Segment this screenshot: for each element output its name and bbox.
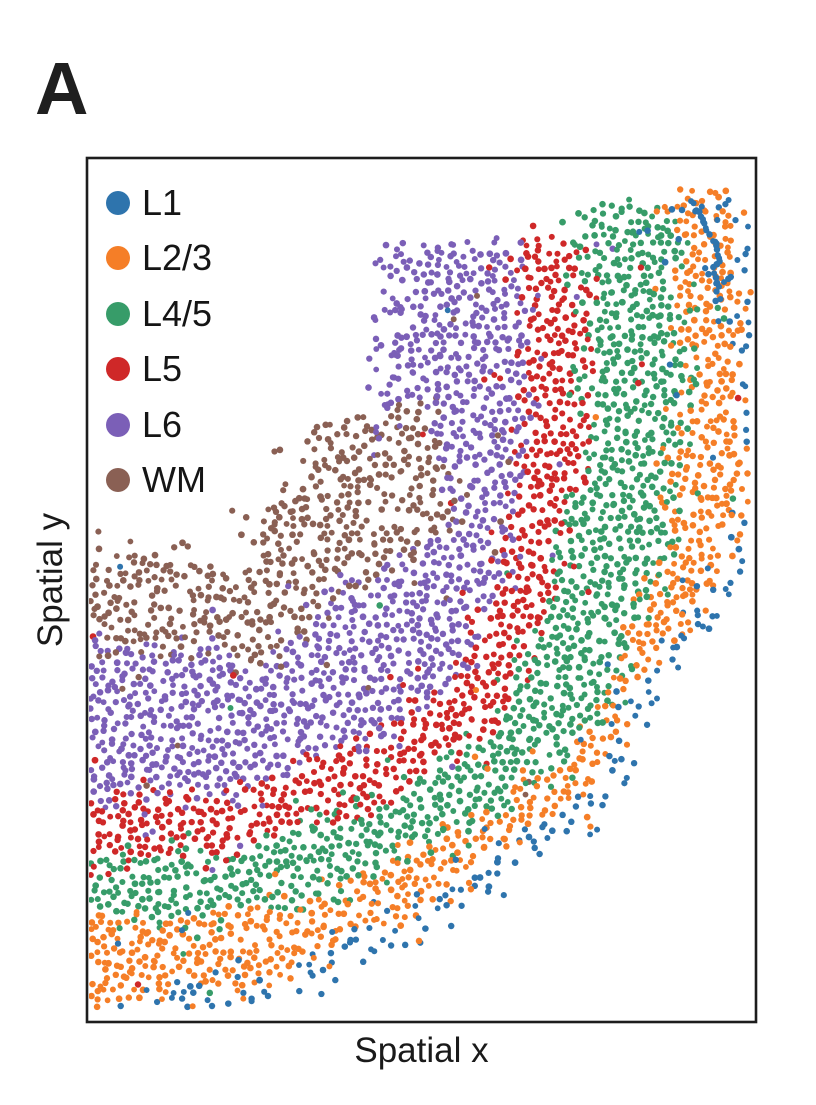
legend-swatch-icon [106,412,130,437]
legend-item-l23: L2/3 [106,238,212,278]
legend-item-label: L2/3 [142,237,213,279]
y-axis-label: Spatial y [31,512,70,648]
legend-item-wm: WM [106,460,206,500]
legend-swatch-icon [106,468,130,492]
legend-swatch-icon [106,246,130,271]
legend-swatch-icon [106,301,130,326]
scatter-points [89,186,754,1011]
x-axis-label: Spatial x [354,1031,489,1070]
legend-item-label: L1 [142,182,183,223]
legend-item-l45: L4/5 [106,294,212,334]
legend-swatch-icon [106,357,130,382]
legend-item-l5: L5 [106,349,182,389]
legend-item-label: WM [142,459,206,500]
legend-item-l1: L1 [106,183,182,223]
plot-border [85,156,758,1024]
legend-item-label: L6 [142,403,183,445]
legend-item-l6: L6 [106,405,182,445]
panel-label: A [35,47,89,130]
legend-item-label: L5 [142,348,183,390]
legend-swatch-icon [106,191,130,215]
legend-item-label: L4/5 [142,292,213,334]
